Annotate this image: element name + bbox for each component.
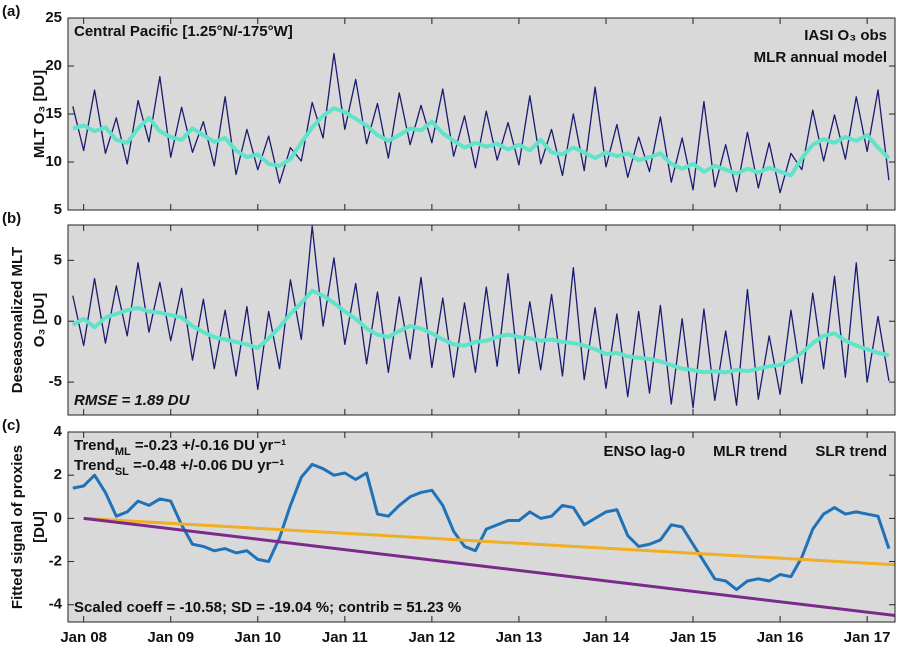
- y-tick-label: -4: [49, 596, 63, 613]
- annotation: RMSE = 1.89 DU: [74, 392, 191, 409]
- y-tick-label: 15: [45, 105, 62, 122]
- x-tick-label: Jan 10: [234, 629, 281, 646]
- x-tick-label: Jan 08: [60, 629, 107, 646]
- plot-border: [67, 17, 896, 211]
- data-line: [72, 106, 891, 178]
- annotation-text: =-0.23 +/-0.16 DU yr⁻¹: [131, 437, 287, 454]
- legend-entry: SLR trend: [815, 443, 887, 460]
- panel-label: (c): [2, 417, 20, 434]
- plot-border: [67, 224, 896, 416]
- legend-entry: MLR annual model: [754, 49, 887, 66]
- annotation: TrendML =-0.23 +/-0.16 DU yr⁻¹: [74, 437, 286, 458]
- y-tick-label: 5: [54, 251, 62, 268]
- y-tick-label: -2: [49, 553, 62, 570]
- data-line: [71, 288, 890, 375]
- x-tick-label: Jan 17: [844, 629, 891, 646]
- legend-entry: MLR trend: [713, 443, 787, 460]
- annotation-text: Central Pacific [1.25°N/-175°W]: [74, 23, 293, 40]
- legend-entry: IASI O₃ obs: [804, 27, 887, 44]
- panel-label: (a): [2, 3, 20, 20]
- data-line: [83, 516, 895, 618]
- y-axis-label: O₃ [DU]: [31, 293, 48, 347]
- data-line: [72, 52, 890, 194]
- annotation-text: Scaled coeff = -10.58; SD = -19.04 %; co…: [74, 599, 461, 616]
- x-tick-label: Jan 12: [409, 629, 456, 646]
- y-tick-label: 4: [54, 423, 63, 440]
- annotation: TrendSL =-0.48 +/-0.06 DU yr⁻¹: [74, 457, 284, 478]
- x-tick-label: Jan 13: [496, 629, 543, 646]
- x-tick-label: Jan 09: [147, 629, 194, 646]
- y-tick-label: 5: [54, 201, 62, 218]
- x-tick-label: Jan 11: [322, 629, 368, 646]
- annotation-subscript: SL: [115, 466, 129, 478]
- y-axis-label: MLT O₃ [DU]: [31, 70, 48, 158]
- x-tick-label: Jan 15: [670, 629, 717, 646]
- plot-layer: [72, 52, 891, 194]
- y-tick-label: 20: [45, 57, 62, 74]
- annotation-text: Trend: [74, 437, 115, 454]
- y-axis-label: [DU]: [31, 511, 48, 543]
- annotation-subscript: ML: [115, 446, 131, 458]
- y-axis-label: Deseasonalized MLT: [9, 247, 26, 393]
- y-tick-label: 0: [54, 312, 62, 329]
- y-tick-label: 10: [45, 153, 62, 170]
- y-tick-label: 25: [45, 9, 62, 26]
- y-axis-label: Fitted signal of proxies: [9, 445, 26, 609]
- x-tick-label: Jan 16: [757, 629, 804, 646]
- annotation: Scaled coeff = -10.58; SD = -19.04 %; co…: [74, 599, 461, 616]
- y-tick-label: -5: [49, 373, 62, 390]
- annotation-text: RMSE = 1.89 DU: [74, 392, 191, 409]
- plot-layer: [71, 225, 890, 409]
- y-tick-label: 0: [54, 509, 62, 526]
- plot-border: [67, 431, 896, 623]
- y-tick-label: 2: [54, 466, 62, 483]
- plot-layer: [72, 462, 895, 618]
- annotation-text: =-0.48 +/-0.06 DU yr⁻¹: [129, 457, 285, 474]
- plot-area: [67, 431, 896, 623]
- legend-entry: ENSO lag-0: [603, 443, 685, 460]
- data-line: [83, 516, 895, 567]
- annotation: Central Pacific [1.25°N/-175°W]: [74, 23, 293, 40]
- panel-label: (b): [2, 210, 21, 227]
- x-tick-label: Jan 14: [583, 629, 630, 646]
- annotation-text: Trend: [74, 457, 115, 474]
- plot-area: [67, 17, 896, 211]
